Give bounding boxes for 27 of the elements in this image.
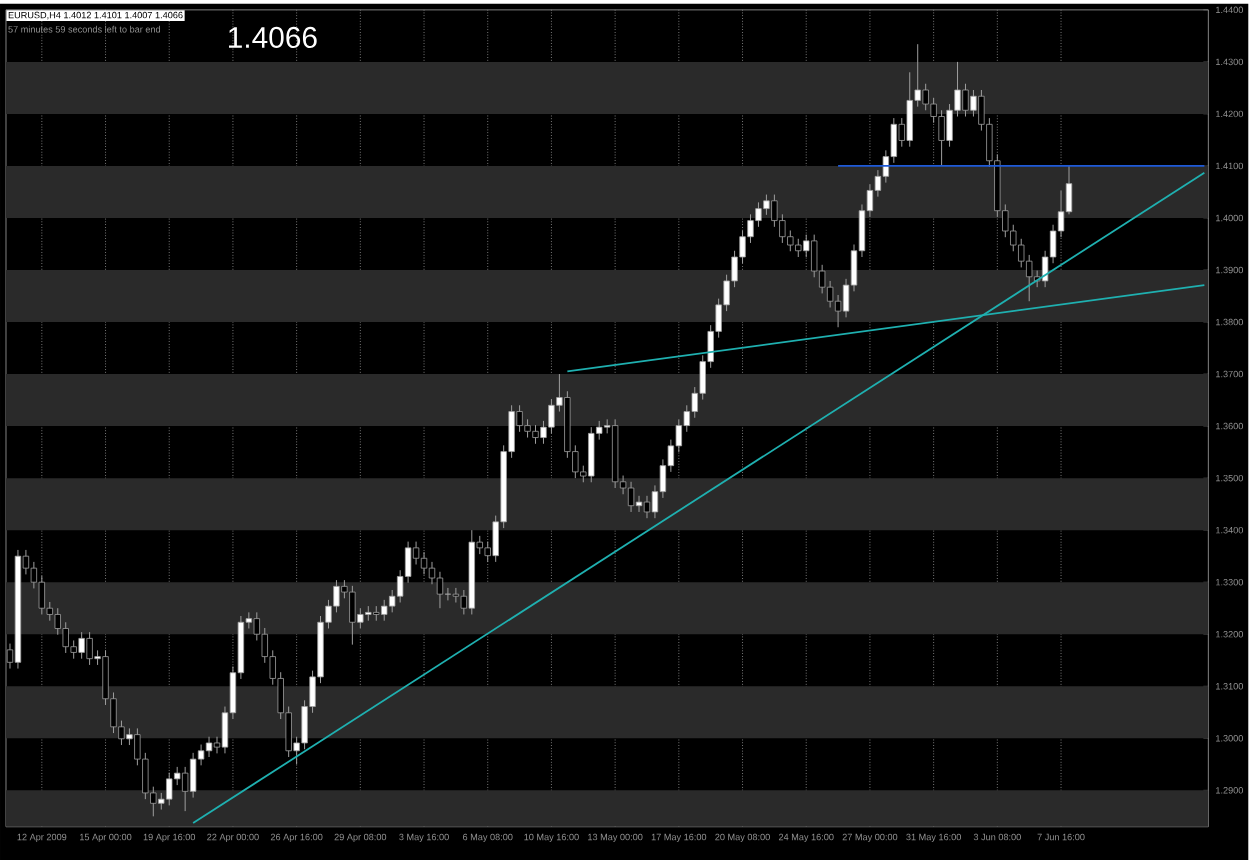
candlestick (763, 193, 770, 216)
candlestick (381, 599, 388, 621)
candlestick (962, 82, 969, 117)
candlestick (795, 237, 802, 258)
candlestick (181, 766, 189, 812)
candlestick (532, 424, 539, 444)
candlestick (524, 418, 531, 438)
candlestick (436, 570, 444, 609)
candlestick (86, 631, 93, 666)
candlestick (78, 631, 85, 659)
candlestick (588, 426, 595, 483)
chart-title: 1.4066 (229, 26, 317, 48)
candlestick (420, 551, 428, 575)
candlestick (166, 771, 173, 806)
candlestick (548, 398, 555, 434)
candlestick (62, 621, 69, 654)
candlestick (938, 109, 945, 167)
candlestick (189, 752, 197, 798)
candlestick (922, 82, 929, 111)
candlestick (635, 494, 643, 513)
candlestick (643, 494, 651, 519)
candlestick (906, 71, 913, 147)
candlestick (349, 584, 356, 645)
candlestick (970, 89, 977, 117)
candlestick (452, 587, 460, 603)
candlestick (205, 735, 213, 758)
candlestick (627, 480, 635, 513)
